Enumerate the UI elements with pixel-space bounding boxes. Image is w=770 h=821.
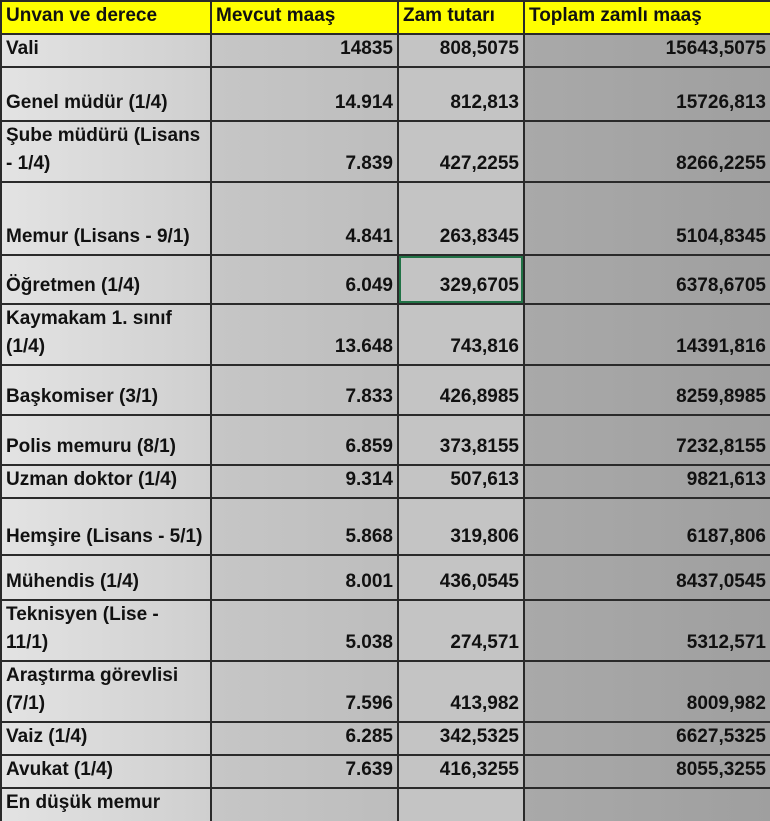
cell-total-salary[interactable]: 8259,8985 xyxy=(523,364,770,416)
table-row: Şube müdürü (Lisans - 1/4) 7.839 427,2255 8… xyxy=(0,120,770,183)
cell-title[interactable]: Teknisyen (Lise - 11/1) xyxy=(0,599,212,662)
cell-raise-amount[interactable]: 416,3255 xyxy=(397,754,525,789)
cell-current-salary[interactable]: 5.868 xyxy=(210,497,399,556)
cell-current-salary[interactable]: 4.542 xyxy=(210,787,399,821)
cell-current-salary[interactable]: 8.001 xyxy=(210,554,399,601)
cell-current-salary[interactable]: 13.648 xyxy=(210,303,399,366)
cell-raise-amount[interactable]: 319,806 xyxy=(397,497,525,556)
table-row: Memur (Lisans - 9/1) 4.841 263,8345 5104,83… xyxy=(0,181,770,256)
cell-title[interactable]: Vali xyxy=(0,33,212,68)
table-row: En düşük memur maaşı4.542247,5394789,539 xyxy=(0,787,770,821)
cell-raise-amount[interactable]: 507,613 xyxy=(397,464,525,499)
cell-title[interactable]: Vaiz (1/4) xyxy=(0,721,212,756)
table-row: Öğretmen (1/4) 6.049 329,6705 6378,6705 xyxy=(0,254,770,305)
cell-title[interactable]: Kaymakam 1. sınıf (1/4) xyxy=(0,303,212,366)
cell-total-salary[interactable]: 15726,813 xyxy=(523,66,770,122)
cell-total-salary[interactable]: 14391,816 xyxy=(523,303,770,366)
cell-raise-amount[interactable]: 413,982 xyxy=(397,660,525,723)
cell-current-salary[interactable]: 6.859 xyxy=(210,414,399,466)
cell-current-salary[interactable]: 6.285 xyxy=(210,721,399,756)
table-row: Genel müdür (1/4) 14.914 812,813 15726,813 xyxy=(0,66,770,122)
cell-total-salary[interactable]: 6378,6705 xyxy=(523,254,770,305)
table-row: Vaiz (1/4) 6.285 342,5325 6627,5325 xyxy=(0,721,770,756)
cell-title[interactable]: Polis memuru (8/1) xyxy=(0,414,212,466)
cell-raise-amount[interactable]: 812,813 xyxy=(397,66,525,122)
cell-raise-amount[interactable]: 373,8155 xyxy=(397,414,525,466)
cell-title[interactable]: Mühendis (1/4) xyxy=(0,554,212,601)
cell-title[interactable]: Şube müdürü (Lisans - 1/4) xyxy=(0,120,212,183)
cell-raise-amount[interactable]: 436,0545 xyxy=(397,554,525,601)
cell-raise-amount[interactable]: 263,8345 xyxy=(397,181,525,256)
table-row: Mühendis (1/4) 8.001 436,0545 8437,0545 xyxy=(0,554,770,601)
cell-title[interactable]: Avukat (1/4) xyxy=(0,754,212,789)
cell-current-salary[interactable]: 7.833 xyxy=(210,364,399,416)
cell-total-salary[interactable]: 8055,3255 xyxy=(523,754,770,789)
header-cell-raise-amount[interactable]: Zam tutarı xyxy=(397,0,525,35)
cell-current-salary[interactable]: 7.596 xyxy=(210,660,399,723)
header-cell-current-salary[interactable]: Mevcut maaş xyxy=(210,0,399,35)
cell-raise-amount[interactable]: 247,539 xyxy=(397,787,525,821)
cell-current-salary[interactable]: 7.839 xyxy=(210,120,399,183)
cell-title[interactable]: Memur (Lisans - 9/1) xyxy=(0,181,212,256)
header-cell-total-salary[interactable]: Toplam zamlı maaş xyxy=(523,0,770,35)
table-row: Uzman doktor (1/4) 9.314 507,613 9821,613 xyxy=(0,464,770,499)
header-cell-title[interactable]: Unvan ve derece xyxy=(0,0,212,35)
cell-total-salary[interactable]: 5312,571 xyxy=(523,599,770,662)
cell-current-salary[interactable]: 4.841 xyxy=(210,181,399,256)
table-row: Başkomiser (3/1) 7.833 426,8985 8259,8985 xyxy=(0,364,770,416)
table-row: Araştırma görevlisi (7/1) 7.596 413,982 800… xyxy=(0,660,770,723)
cell-total-salary[interactable]: 4789,539 xyxy=(523,787,770,821)
cell-raise-amount[interactable]: 426,8985 xyxy=(397,364,525,416)
cell-title[interactable]: En düşük memur maaşı xyxy=(0,787,212,821)
cell-raise-amount[interactable]: 329,6705 xyxy=(397,254,525,305)
cell-current-salary[interactable]: 14835 xyxy=(210,33,399,68)
cell-total-salary[interactable]: 5104,8345 xyxy=(523,181,770,256)
table-row: Vali 14835 808,5075 15643,5075 xyxy=(0,33,770,68)
header-row: Unvan ve derece Mevcut maaş Zam tutarı T… xyxy=(0,0,770,35)
cell-title[interactable]: Hemşire (Lisans - 5/1) xyxy=(0,497,212,556)
cell-current-salary[interactable]: 14.914 xyxy=(210,66,399,122)
cell-total-salary[interactable]: 6187,806 xyxy=(523,497,770,556)
cell-current-salary[interactable]: 5.038 xyxy=(210,599,399,662)
cell-raise-amount[interactable]: 743,816 xyxy=(397,303,525,366)
table-row: Teknisyen (Lise - 11/1) 5.038 274,571 5312,… xyxy=(0,599,770,662)
cell-current-salary[interactable]: 6.049 xyxy=(210,254,399,305)
cell-raise-amount[interactable]: 808,5075 xyxy=(397,33,525,68)
cell-title[interactable]: Araştırma görevlisi (7/1) xyxy=(0,660,212,723)
cell-current-salary[interactable]: 9.314 xyxy=(210,464,399,499)
cell-title[interactable]: Genel müdür (1/4) xyxy=(0,66,212,122)
cell-total-salary[interactable]: 15643,5075 xyxy=(523,33,770,68)
table-row: Kaymakam 1. sınıf (1/4) 13.648 743,816 1439… xyxy=(0,303,770,366)
cell-raise-amount[interactable]: 342,5325 xyxy=(397,721,525,756)
cell-total-salary[interactable]: 6627,5325 xyxy=(523,721,770,756)
cell-total-salary[interactable]: 8009,982 xyxy=(523,660,770,723)
table-row: Polis memuru (8/1) 6.859 373,8155 7232,8155 xyxy=(0,414,770,466)
cell-total-salary[interactable]: 7232,8155 xyxy=(523,414,770,466)
table-row: Avukat (1/4) 7.639 416,3255 8055,3255 xyxy=(0,754,770,789)
cell-total-salary[interactable]: 9821,613 xyxy=(523,464,770,499)
cell-title[interactable]: Öğretmen (1/4) xyxy=(0,254,212,305)
table-row: Hemşire (Lisans - 5/1) 5.868 319,806 6187,8… xyxy=(0,497,770,556)
cell-current-salary[interactable]: 7.639 xyxy=(210,754,399,789)
cell-raise-amount[interactable]: 274,571 xyxy=(397,599,525,662)
cell-raise-amount[interactable]: 427,2255 xyxy=(397,120,525,183)
cell-total-salary[interactable]: 8437,0545 xyxy=(523,554,770,601)
cell-total-salary[interactable]: 8266,2255 xyxy=(523,120,770,183)
cell-title[interactable]: Uzman doktor (1/4) xyxy=(0,464,212,499)
cell-title[interactable]: Başkomiser (3/1) xyxy=(0,364,212,416)
